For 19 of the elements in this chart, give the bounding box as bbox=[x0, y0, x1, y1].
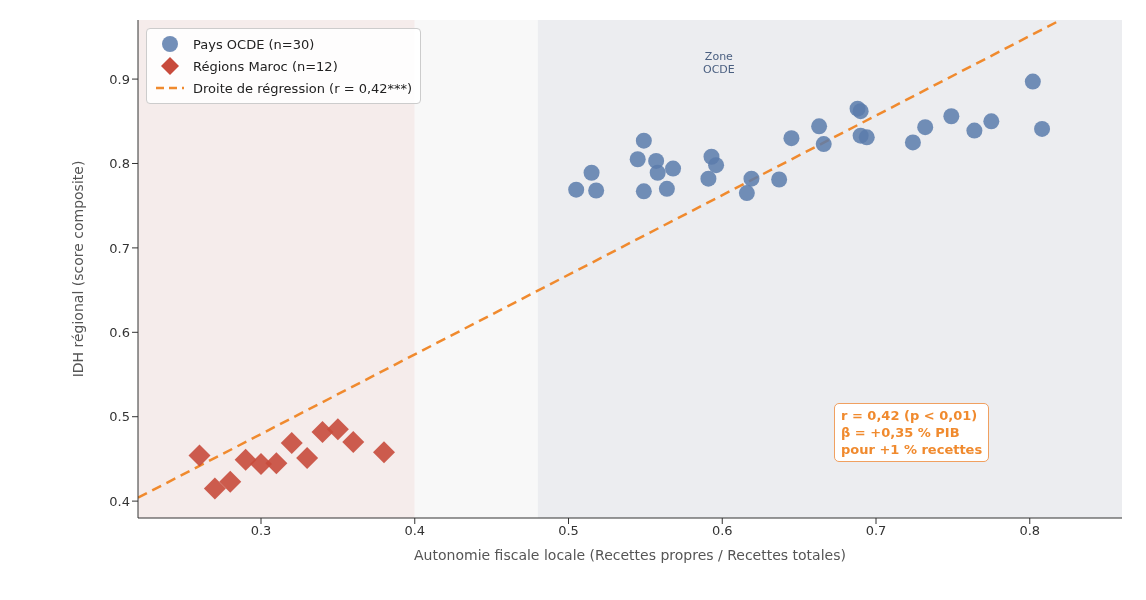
x-axis-title: Autonomie fiscale locale (Recettes propres / Recettes totales) bbox=[414, 547, 846, 563]
legend-label: Droite de régression (r = 0,42***) bbox=[193, 80, 413, 96]
x-tick-label: 0.5 bbox=[558, 523, 579, 539]
x-tick-label: 0.6 bbox=[711, 523, 733, 539]
x-tick-label: 0.8 bbox=[1019, 523, 1041, 539]
x-tick-label: 0.7 bbox=[865, 523, 887, 539]
y-tick-label: 0.7 bbox=[109, 240, 130, 256]
y-tick-label: 0.4 bbox=[109, 493, 130, 509]
x-tick-label: 0.3 bbox=[250, 523, 272, 539]
y-tick-label: 0.9 bbox=[109, 71, 130, 87]
legend-label: Régions Maroc (n=12) bbox=[193, 58, 338, 74]
annotation: r = 0,42 (p < 0,01) β = +0,35 % PIB pour +1 % recettes bbox=[834, 403, 990, 462]
y-axis-title: IDH régional (score composite) bbox=[69, 160, 86, 378]
y-tick-label: 0.8 bbox=[109, 156, 130, 172]
legend-label: Pays OCDE (n=30) bbox=[193, 36, 315, 52]
band-label: Zone OCDE bbox=[702, 50, 735, 76]
y-tick-label: 0.5 bbox=[109, 409, 130, 425]
y-tick-label: 0.6 bbox=[109, 324, 130, 340]
x-tick-label: 0.4 bbox=[404, 523, 426, 539]
